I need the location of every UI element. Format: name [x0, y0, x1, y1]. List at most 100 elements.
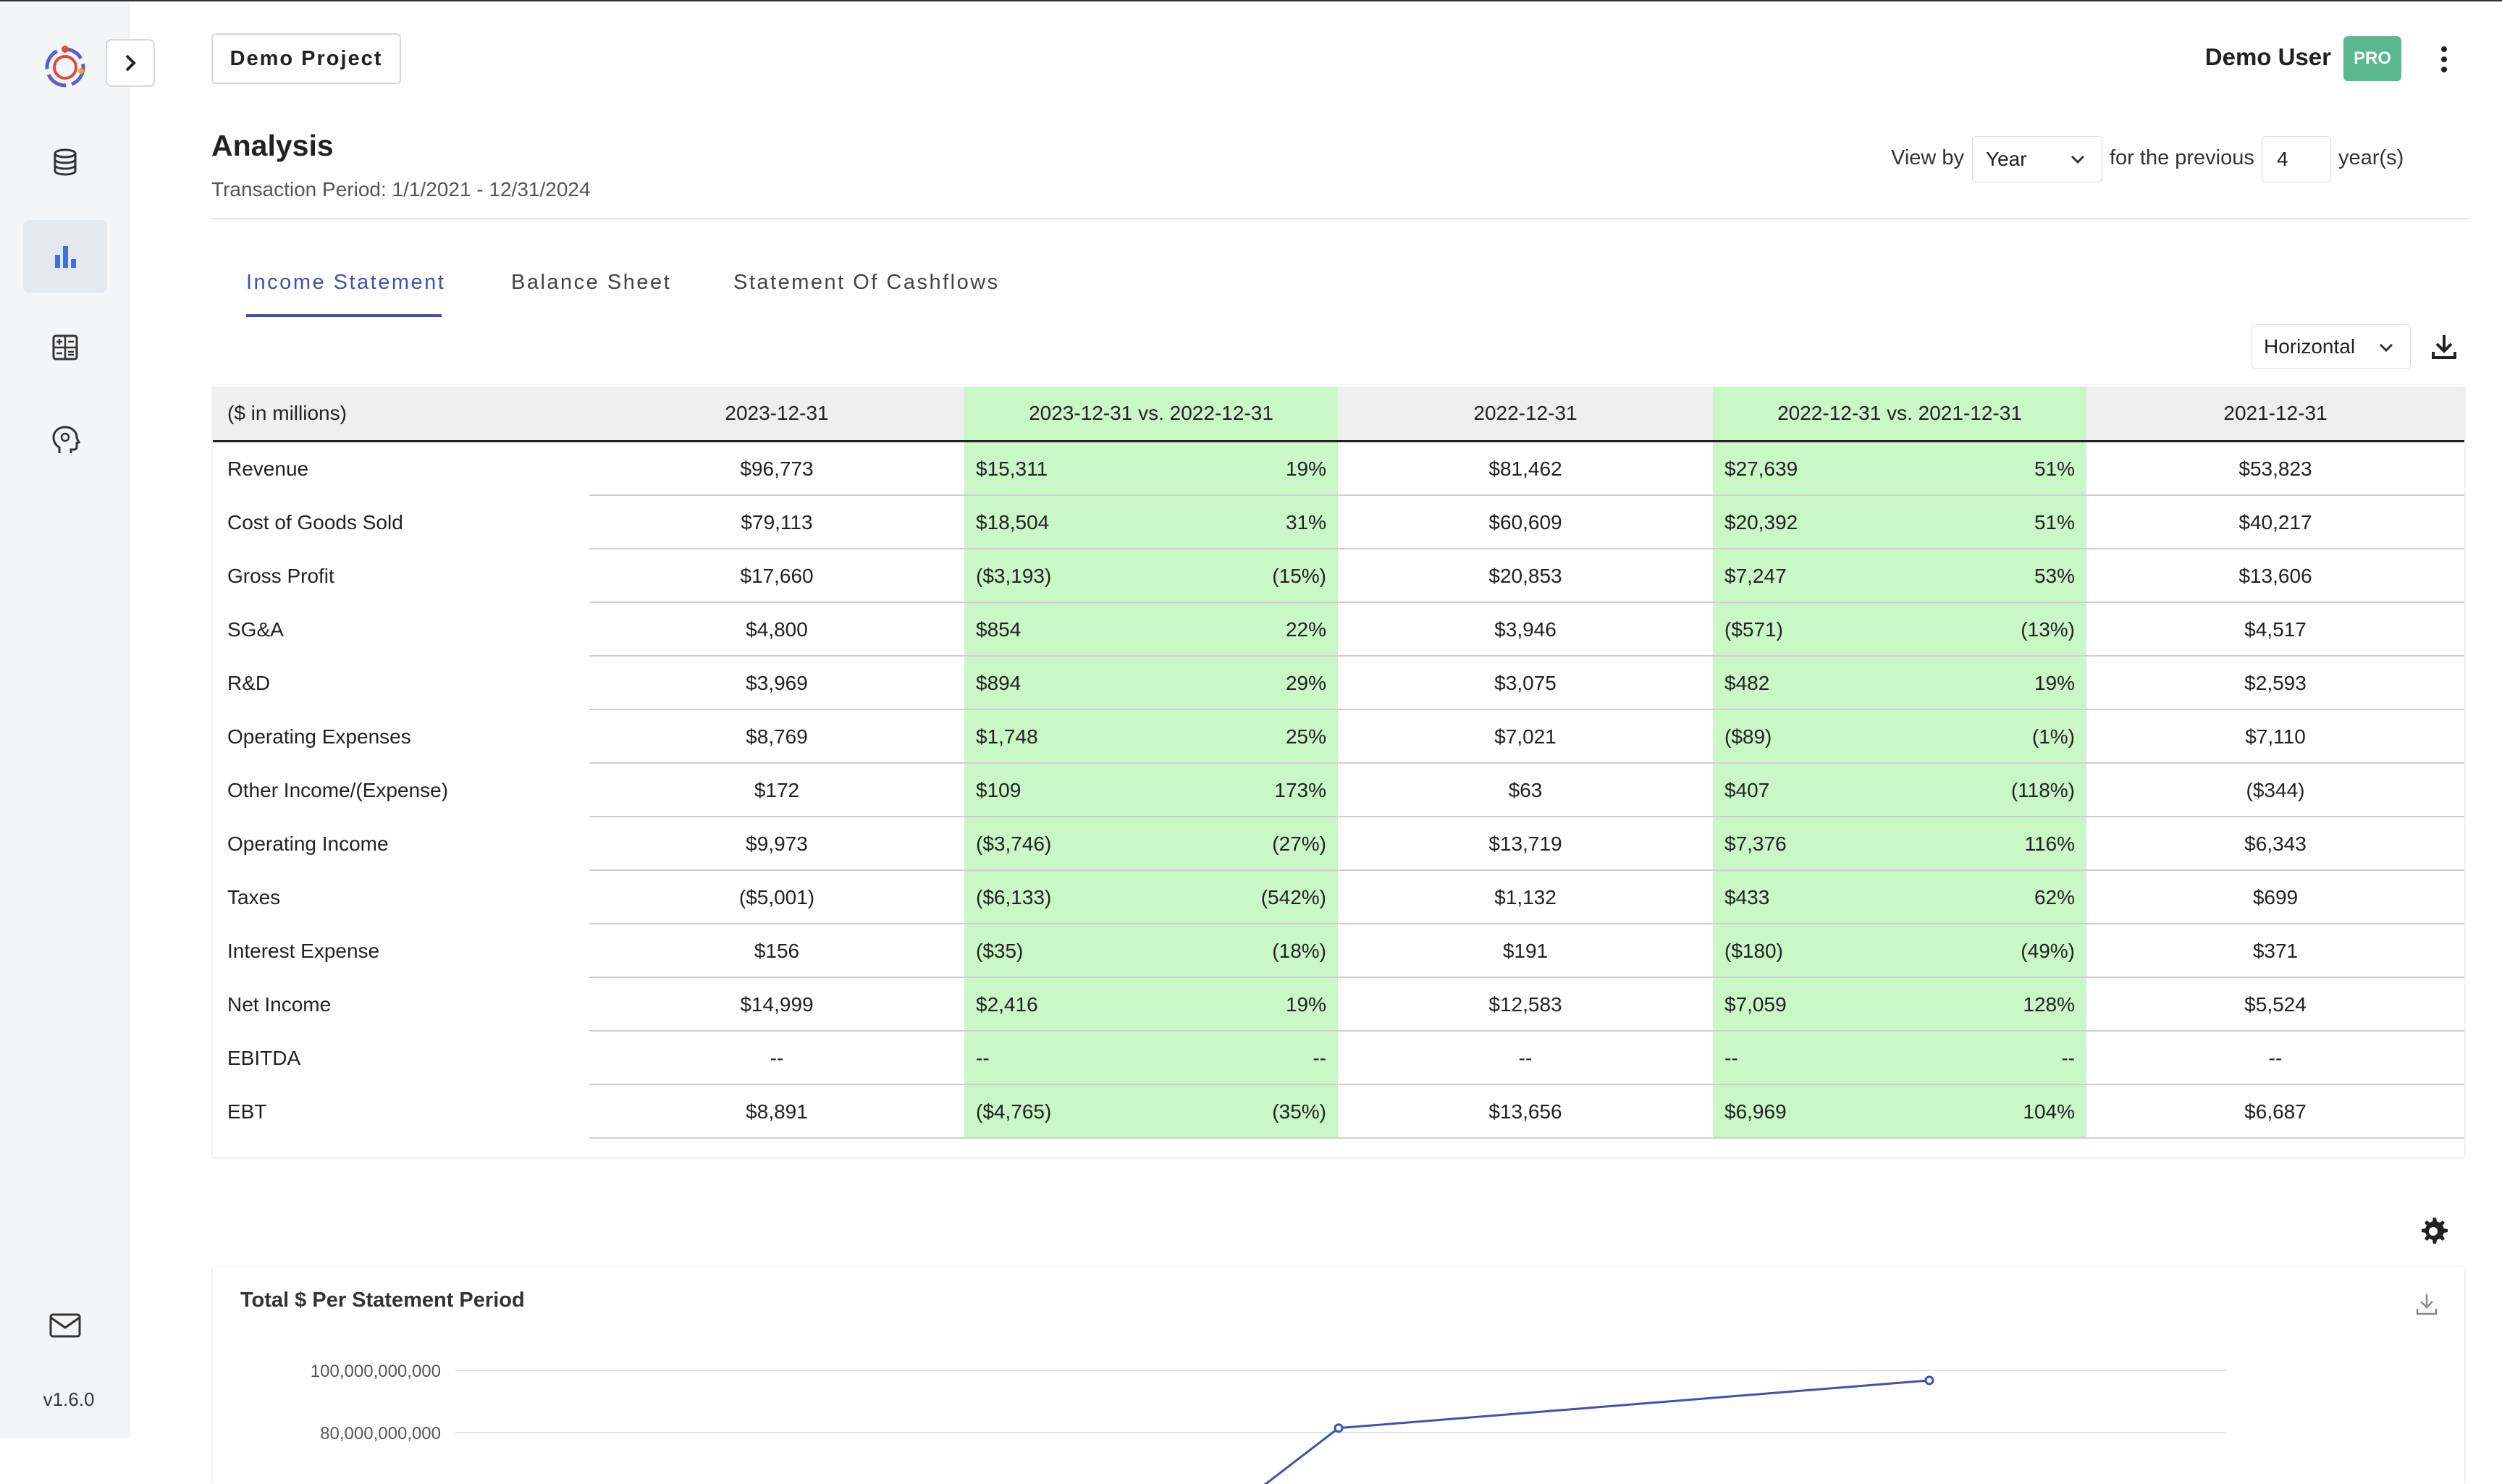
data-point[interactable]	[1334, 1423, 1344, 1433]
more-options-icon[interactable]	[2431, 41, 2457, 78]
value-2021: $40,217	[2238, 511, 2312, 534]
row-label: R&D	[227, 672, 271, 694]
tab-income-statement[interactable]: Income Statement	[246, 271, 446, 294]
change-amount: $1,748	[976, 725, 1038, 748]
change-amount: $27,639	[1724, 458, 1798, 480]
layout-select-value: Horizontal	[2264, 335, 2356, 358]
table-row: Operating Income $9,973 ($3,746) (27%) $13,7…	[213, 817, 2464, 871]
table-row: Revenue $96,773 $15,311 19% $81,462 $27,639 51…	[213, 442, 2464, 496]
change-percent: 173%	[1274, 779, 1326, 801]
change-2023-vs-2022: ($6,133) (542%)	[964, 871, 1338, 924]
row-divider	[589, 869, 2464, 871]
gear-icon[interactable]	[2415, 1213, 2451, 1249]
change-amount: ($89)	[1724, 725, 1772, 748]
years-label: year(s)	[2338, 146, 2404, 169]
change-amount: $109	[976, 779, 1022, 801]
change-amount: ($3,746)	[976, 832, 1052, 855]
header-divider	[211, 218, 2469, 219]
value-2021: $2,593	[2244, 672, 2307, 694]
expand-sidebar-button[interactable]	[106, 39, 155, 87]
value-2023: ($5,001)	[738, 886, 815, 908]
layout-select[interactable]: Horizontal	[2252, 324, 2411, 369]
change-percent: --	[1313, 1047, 1326, 1069]
change-percent: (35%)	[1272, 1100, 1326, 1123]
tab-statement-of-cashflows[interactable]: Statement Of Cashflows	[733, 271, 1000, 294]
row-divider	[589, 762, 2464, 764]
value-2023: $156	[754, 940, 800, 962]
transaction-period: Transaction Period: 1/1/2021 - 12/31/202…	[211, 178, 591, 201]
mail-icon[interactable]	[49, 1312, 82, 1341]
view-by-label: View by	[1891, 146, 1965, 169]
table-row: Net Income $14,999 $2,416 19% $12,583 $7,059 1…	[213, 978, 2464, 1032]
tab-balance-sheet[interactable]: Balance Sheet	[511, 271, 672, 294]
change-percent: (1%)	[2031, 725, 2075, 748]
value-2023: $14,999	[740, 993, 814, 1016]
head-brain-icon	[52, 426, 81, 453]
value-2022: $3,075	[1494, 672, 1557, 694]
row-divider	[589, 923, 2464, 924]
table-row: Cost of Goods Sold $79,113 $18,504 31% $60,6…	[213, 496, 2464, 549]
change-amount: $20,392	[1724, 511, 1798, 534]
value-2022: $191	[1502, 940, 1549, 962]
project-selector-button[interactable]: Demo Project	[211, 33, 401, 84]
value-2022: $13,656	[1488, 1100, 1562, 1123]
income-statement-table: ($ in millions) 2023-12-31 2023-12-31 vs…	[213, 385, 2464, 1157]
chart-download-icon[interactable]	[2414, 1291, 2440, 1318]
change-amount: ($571)	[1724, 618, 1783, 641]
value-2023: $79,113	[741, 511, 813, 534]
sidebar-item-analysis[interactable]	[23, 220, 107, 292]
value-2022: $81,462	[1488, 458, 1562, 480]
change-percent: (18%)	[1272, 940, 1326, 962]
user-name[interactable]: Demo User	[2204, 43, 2331, 70]
sidebar-item-calculator[interactable]	[23, 311, 107, 384]
change-2022-vs-2021: ($571) (13%)	[1713, 603, 2086, 657]
sidebar-item-insights[interactable]	[23, 404, 107, 476]
table-row: EBT $8,891 ($4,765) (35%) $13,656 $6,969 104% $…	[213, 1085, 2464, 1139]
view-by-value: Year	[1986, 148, 2027, 170]
app-logo-icon[interactable]	[41, 43, 89, 91]
row-label: EBITDA	[227, 1047, 301, 1069]
value-2023: $8,769	[746, 725, 808, 748]
change-amount: $407	[1724, 779, 1770, 801]
previous-count-input[interactable]: 4	[2262, 136, 2331, 182]
change-amount: ($3,193)	[976, 565, 1052, 587]
change-percent: (13%)	[2021, 618, 2075, 641]
change-2022-vs-2021: $407 (118%)	[1713, 764, 2086, 817]
change-2022-vs-2021: $482 19%	[1713, 657, 2086, 710]
table-row: Operating Expenses $8,769 $1,748 25% $7,021 (…	[213, 710, 2464, 764]
line-chart: 100,000,000,000 80,000,000,000	[311, 1362, 2225, 1484]
row-divider	[589, 548, 2464, 549]
change-percent: 29%	[1285, 672, 1326, 694]
value-2021: $6,343	[2244, 832, 2307, 855]
change-percent: 62%	[2034, 886, 2075, 908]
download-icon[interactable]	[2429, 332, 2459, 362]
header-2023-vs-2022: 2023-12-31 vs. 2022-12-31	[964, 387, 1338, 440]
value-2023: $172	[754, 779, 800, 801]
data-point[interactable]	[1924, 1375, 1934, 1386]
view-by-select[interactable]: Year	[1972, 136, 2102, 182]
change-2022-vs-2021: $7,059 128%	[1713, 978, 2086, 1032]
row-divider	[589, 709, 2464, 710]
change-2022-vs-2021: $20,392 51%	[1713, 496, 2086, 549]
change-amount: $6,969	[1724, 1100, 1787, 1123]
table-row: Gross Profit $17,660 ($3,193) (15%) $20,853 $…	[213, 549, 2464, 603]
value-2023: $96,773	[740, 458, 814, 480]
table-row: SG&A $4,800 $854 22% $3,946 ($571) (13%) $4,517	[213, 603, 2464, 657]
change-2022-vs-2021: $7,247 53%	[1713, 549, 2086, 603]
change-2023-vs-2022: ($3,193) (15%)	[964, 549, 1338, 603]
change-amount: $482	[1724, 672, 1770, 694]
change-2023-vs-2022: ($3,746) (27%)	[964, 817, 1338, 871]
sidebar-item-data[interactable]	[23, 126, 107, 198]
calculator-icon	[52, 334, 78, 361]
chevron-right-icon	[125, 54, 136, 72]
change-percent: 22%	[1285, 618, 1326, 641]
row-label: Other Income/(Expense)	[227, 779, 449, 801]
row-label: Operating Income	[227, 832, 389, 855]
y-tick-label: 80,000,000,000	[320, 1424, 441, 1443]
value-2021: $699	[2252, 886, 2299, 908]
row-label: Taxes	[227, 886, 281, 908]
row-divider	[589, 494, 2464, 496]
row-label: Gross Profit	[227, 565, 334, 587]
change-amount: $433	[1724, 886, 1770, 908]
change-2023-vs-2022: $854 22%	[964, 603, 1338, 657]
